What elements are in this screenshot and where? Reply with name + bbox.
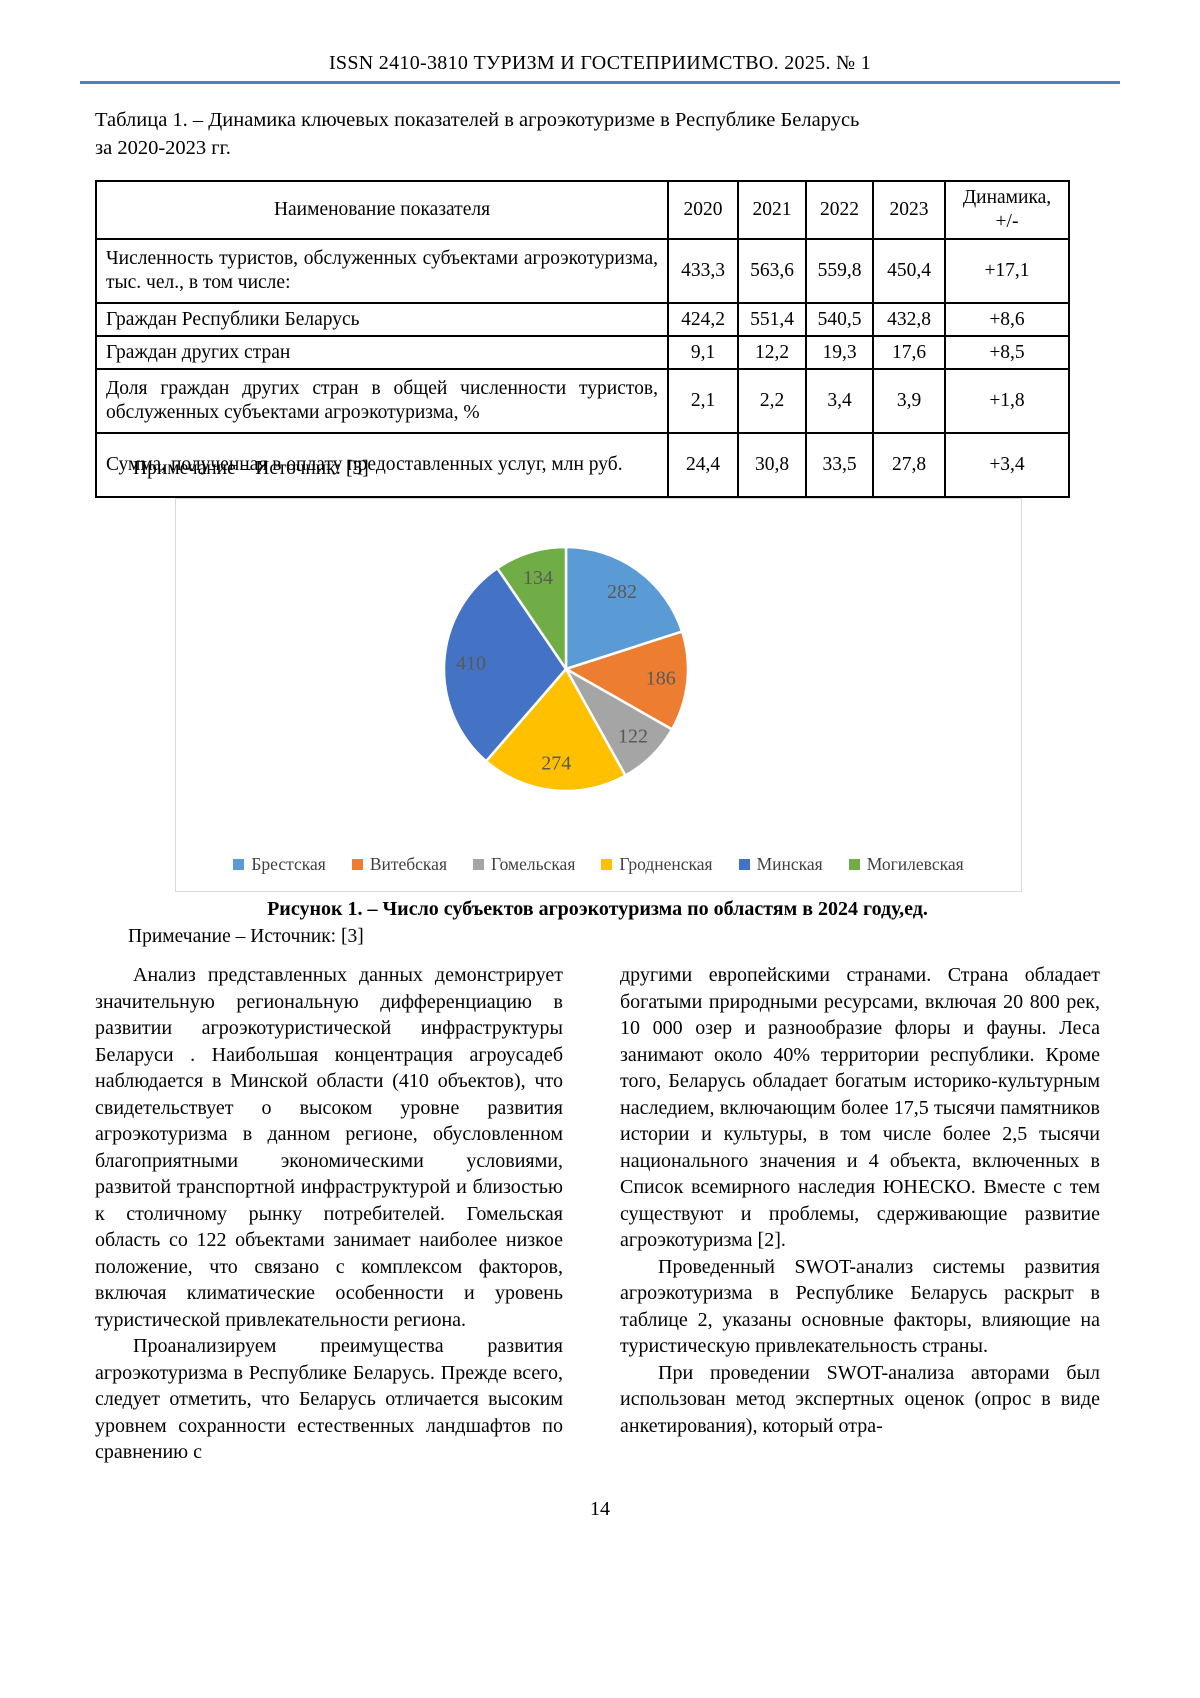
- row-value-2020: 433,3: [667, 238, 739, 304]
- header-cell-dynamics: Динамика, +/-: [944, 180, 1070, 240]
- pie-data-label-Гродненская: 274: [541, 753, 571, 775]
- row-value-dynamics: +8,6: [944, 302, 1070, 337]
- row-name: Граждан Республики Беларусь: [95, 302, 669, 337]
- row-value-2023: 3,9: [872, 368, 946, 434]
- paragraph: Проанализируем преимущества развития агр…: [95, 1335, 563, 1463]
- row-value-2023: 17,6: [872, 335, 946, 370]
- pie-chart-figure: 282 186 122 274 410 134 Брестская Витебская Г…: [175, 498, 1022, 892]
- table-header-row: Наименование показателя 2020 2021 2022 2…: [95, 180, 1070, 240]
- paragraph: другими европейскими странами. Страна об…: [620, 964, 1100, 1251]
- table-row: Численность туристов, обслуженных субъек…: [95, 238, 1070, 304]
- table-row: Доля граждан других стран в общей числен…: [95, 368, 1070, 434]
- legend-item-vitebskaya: Витебская: [351, 854, 447, 875]
- row-value-2022: 559,8: [805, 238, 874, 304]
- table-row: Граждан других стран 9,1 12,2 19,3 17,6 …: [95, 335, 1070, 370]
- row-value-2021: 2,2: [737, 368, 807, 434]
- row-name: Граждан других стран: [95, 335, 669, 370]
- body-right-column: другими европейскими странами. Страна об…: [620, 962, 1100, 1439]
- table-caption-line2: за 2020-2023 гг.: [95, 137, 231, 159]
- pie-slice-Могилевская: [496, 545, 568, 671]
- row-value-dynamics: +3,4: [944, 432, 1070, 498]
- legend-label: Гродненская: [619, 854, 713, 874]
- legend-swatch-icon: [601, 859, 613, 870]
- row-value-2020: 9,1: [667, 335, 739, 370]
- pie-data-label-Брестская: 282: [607, 581, 637, 603]
- table-source-note: Примечание – Источник: [3]: [133, 458, 369, 479]
- row-value-dynamics: +8,5: [944, 335, 1070, 370]
- row-value-2020: 24,4: [667, 432, 739, 498]
- legend-item-grodnenskaya: Гродненская: [601, 854, 713, 875]
- legend-swatch-icon: [351, 859, 363, 870]
- row-value-2020: 2,1: [667, 368, 739, 434]
- figure-source-note: Примечание – Источник: [3]: [128, 926, 364, 947]
- legend-swatch-icon: [233, 859, 245, 870]
- indicators-table: Наименование показателя 2020 2021 2022 2…: [95, 180, 1070, 498]
- row-value-2020: 424,2: [667, 302, 739, 337]
- legend-label: Брестская: [251, 854, 326, 874]
- row-value-2023: 432,8: [872, 302, 946, 337]
- legend-swatch-icon: [848, 859, 860, 870]
- pie-slice-Гродненская: [484, 667, 627, 793]
- body-left-column: Анализ представленных данных демонстриру…: [95, 962, 563, 1466]
- row-value-2023: 450,4: [872, 238, 946, 304]
- legend-label: Минская: [756, 854, 823, 874]
- pie-data-label-Могилевская: 134: [523, 567, 553, 589]
- legend-swatch-icon: [738, 859, 750, 870]
- legend-item-mogilevskaya: Могилевская: [848, 854, 964, 875]
- row-value-2021: 563,6: [737, 238, 807, 304]
- table-caption: Таблица 1. – Динамика ключевых показател…: [95, 106, 1100, 162]
- row-value-2023: 27,8: [872, 432, 946, 498]
- header-cell-2021: 2021: [737, 180, 807, 240]
- chart-legend: Брестская Витебская Гомельская Гродненск…: [176, 854, 1021, 875]
- header-rule: [80, 81, 1120, 84]
- legend-item-brestskaya: Брестская: [233, 854, 326, 875]
- journal-header: ISSN 2410-3810 ТУРИЗМ И ГОСТЕПРИИМСТВО. …: [328, 52, 872, 74]
- pie-slice-Витебская: [564, 630, 690, 731]
- legend-item-minskaya: Минская: [738, 854, 823, 875]
- table-row: Граждан Республики Беларусь 424,2 551,4 …: [95, 302, 1070, 337]
- row-value-2021: 30,8: [737, 432, 807, 498]
- legend-swatch-icon: [473, 859, 484, 870]
- paragraph: Проведенный SWOT-анализ системы развития…: [620, 1255, 1100, 1358]
- row-value-2021: 551,4: [737, 302, 807, 337]
- table-caption-line1: Таблица 1. – Динамика ключевых показател…: [95, 109, 860, 131]
- page-number: 14: [590, 1498, 610, 1520]
- header-cell-2020: 2020: [667, 180, 739, 240]
- header-cell-dynamics-text: Динамика, +/-: [962, 187, 1052, 232]
- legend-label: Гомельская: [491, 854, 576, 874]
- row-name: Численность туристов, обслуженных субъек…: [95, 238, 669, 304]
- pie-data-label-Минская: 410: [456, 653, 486, 675]
- legend-item-gomelskaya: Гомельская: [473, 854, 575, 875]
- legend-label: Витебская: [369, 854, 447, 874]
- pie-data-label-Гомельская: 122: [618, 726, 648, 748]
- header-cell-2022: 2022: [805, 180, 874, 240]
- table-row: Сумма, полученная в оплату предоставленн…: [95, 432, 1070, 498]
- row-value-2022: 540,5: [805, 302, 874, 337]
- paragraph: Анализ представленных данных демонстриру…: [95, 964, 563, 1331]
- pie-slice-Минская: [442, 566, 568, 763]
- pie-data-label-Витебская: 186: [646, 668, 676, 690]
- row-value-2022: 33,5: [805, 432, 874, 498]
- row-name: Доля граждан других стран в общей числен…: [95, 368, 669, 434]
- header-cell-indicator: Наименование показателя: [95, 180, 669, 240]
- row-value-2021: 12,2: [737, 335, 807, 370]
- row-value-2022: 3,4: [805, 368, 874, 434]
- paragraph: При проведении SWOT-анализа авторами был…: [620, 1361, 1100, 1437]
- row-name: Сумма, полученная в оплату предоставленн…: [95, 432, 669, 498]
- pie-slice-Брестская: [564, 545, 684, 671]
- row-value-dynamics: +1,8: [944, 368, 1070, 434]
- row-value-dynamics: +17,1: [944, 238, 1070, 304]
- pie-chart-svg: 282 186 122 274 410 134: [442, 545, 690, 793]
- legend-label: Могилевская: [866, 854, 964, 874]
- header-cell-2023: 2023: [872, 180, 946, 240]
- figure-caption: Рисунок 1. – Число субъектов агроэкотури…: [267, 898, 928, 920]
- row-value-2022: 19,3: [805, 335, 874, 370]
